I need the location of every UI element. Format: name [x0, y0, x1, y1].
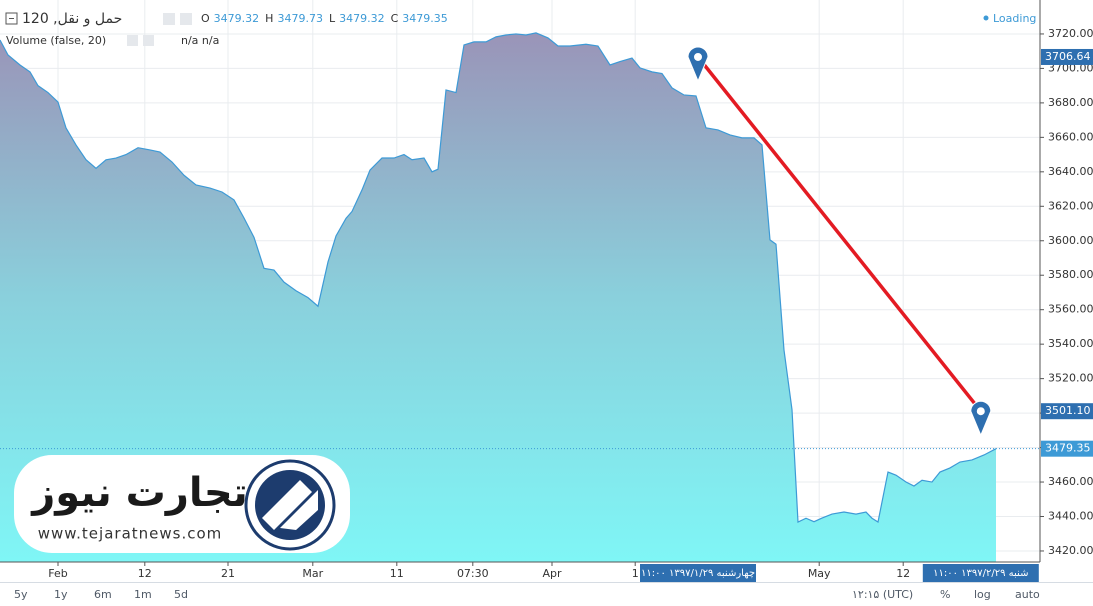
last-price-box [1041, 440, 1093, 457]
scale-option[interactable]: auto [1015, 588, 1040, 601]
volume-values: n/a n/a [181, 34, 219, 47]
y-tick-label: 3640.00 [1048, 165, 1093, 178]
volume-title: Volume (false, 20) [6, 34, 106, 47]
area-fill [0, 32, 996, 563]
range-button[interactable]: 5y [14, 588, 28, 601]
logo-mark [262, 480, 318, 530]
y-tick-label: 3720.00 [1048, 27, 1093, 40]
status: Loading [993, 12, 1036, 25]
area-line [0, 32, 997, 523]
range-button[interactable]: 1m [134, 588, 152, 601]
trend-date-label: شنبه ۱۳۹۷/۲/۲۹ ۱۱:۰۰ [933, 568, 1028, 579]
ohlc-label: O [201, 12, 210, 25]
x-tick-label: Feb [48, 567, 67, 580]
x-tick-label: 12 [896, 567, 910, 580]
ohlc-label: H [265, 12, 273, 25]
range-button[interactable]: 6m [94, 588, 112, 601]
ohlc-value: 3479.32 [339, 12, 385, 25]
watermark-title: تجارت نیوز [30, 470, 247, 516]
trend-price-box [1041, 48, 1093, 65]
range-button[interactable]: 5d [174, 588, 188, 601]
header: حمل و نقل, 120 O 3479.32 H 3479.73 L 3479.32 C… [5, 11, 1036, 47]
chart: 3420.003440.003460.003480.003500.003520.… [0, 0, 1093, 582]
y-tick-label: 3420.00 [1048, 544, 1093, 557]
y-tick-label: 3600.00 [1048, 234, 1093, 247]
trend-price-label: 3706.64 [1045, 50, 1091, 63]
trend-price-box [1041, 403, 1093, 420]
y-tick-label: 3560.00 [1048, 303, 1093, 316]
range-button[interactable]: 1y [54, 588, 68, 601]
settings-icon[interactable] [180, 13, 192, 25]
last-price-label: 3479.35 [1045, 442, 1091, 455]
x-tick-label: Mar [302, 567, 323, 580]
y-tick-label: 3520.00 [1048, 372, 1093, 385]
x-tick-label: 11 [390, 567, 404, 580]
trend-price-label: 3501.10 [1045, 404, 1091, 417]
trend-anchor-dot [974, 405, 987, 418]
y-tick-label: 3620.00 [1048, 199, 1093, 212]
trend-date-box [922, 564, 1039, 582]
y-tick-label: 3680.00 [1048, 96, 1093, 109]
y-tick-label: 3580.00 [1048, 268, 1093, 281]
ohlc-label: C [391, 12, 399, 25]
trend-line [696, 55, 983, 413]
scale-option[interactable]: % [940, 588, 951, 601]
ohlc-value: 3479.35 [402, 12, 448, 25]
ohlc-value: 3479.32 [214, 12, 260, 25]
scale-option[interactable]: log [974, 588, 991, 601]
settings-icon[interactable] [143, 35, 154, 46]
clock: ۱۲:۱۵ (UTC) [852, 588, 914, 601]
status-dot [983, 15, 989, 21]
x-tick-label: 07:30 [457, 567, 489, 580]
x-tick-label: May [808, 567, 831, 580]
symbol-title: حمل و نقل, 120 [22, 11, 122, 27]
eye-icon[interactable] [163, 13, 175, 25]
y-tick-label: 3440.00 [1048, 510, 1093, 523]
watermark: تجارت نیوز www.tejaratnews.com [14, 455, 350, 553]
y-tick-label: 3660.00 [1048, 130, 1093, 143]
x-tick-label: 12 [138, 567, 152, 580]
toolbar: 5y 1y 6m 1m 5d ۱۲:۱۵ (UTC)% log auto [0, 582, 1093, 606]
trend-date-box [640, 564, 756, 582]
collapse-icon[interactable] [5, 12, 18, 25]
eye-icon[interactable] [127, 35, 138, 46]
ohlc-value: 3479.73 [277, 12, 323, 25]
ohlc-label: L [329, 12, 336, 25]
y-tick-label: 3460.00 [1048, 475, 1093, 488]
watermark-url: www.tejaratnews.com [38, 525, 223, 543]
trend-date-label: چهارشنبه ۱۳۹۷/۱/۲۹ ۱۱:۰۰ [641, 568, 755, 579]
x-tick-label: Apr [542, 567, 562, 580]
x-tick-label: 21 [221, 567, 235, 580]
x-tick-label: 1 [632, 567, 639, 580]
y-tick-label: 3540.00 [1048, 337, 1093, 350]
trend-anchor-dot [692, 50, 704, 63]
